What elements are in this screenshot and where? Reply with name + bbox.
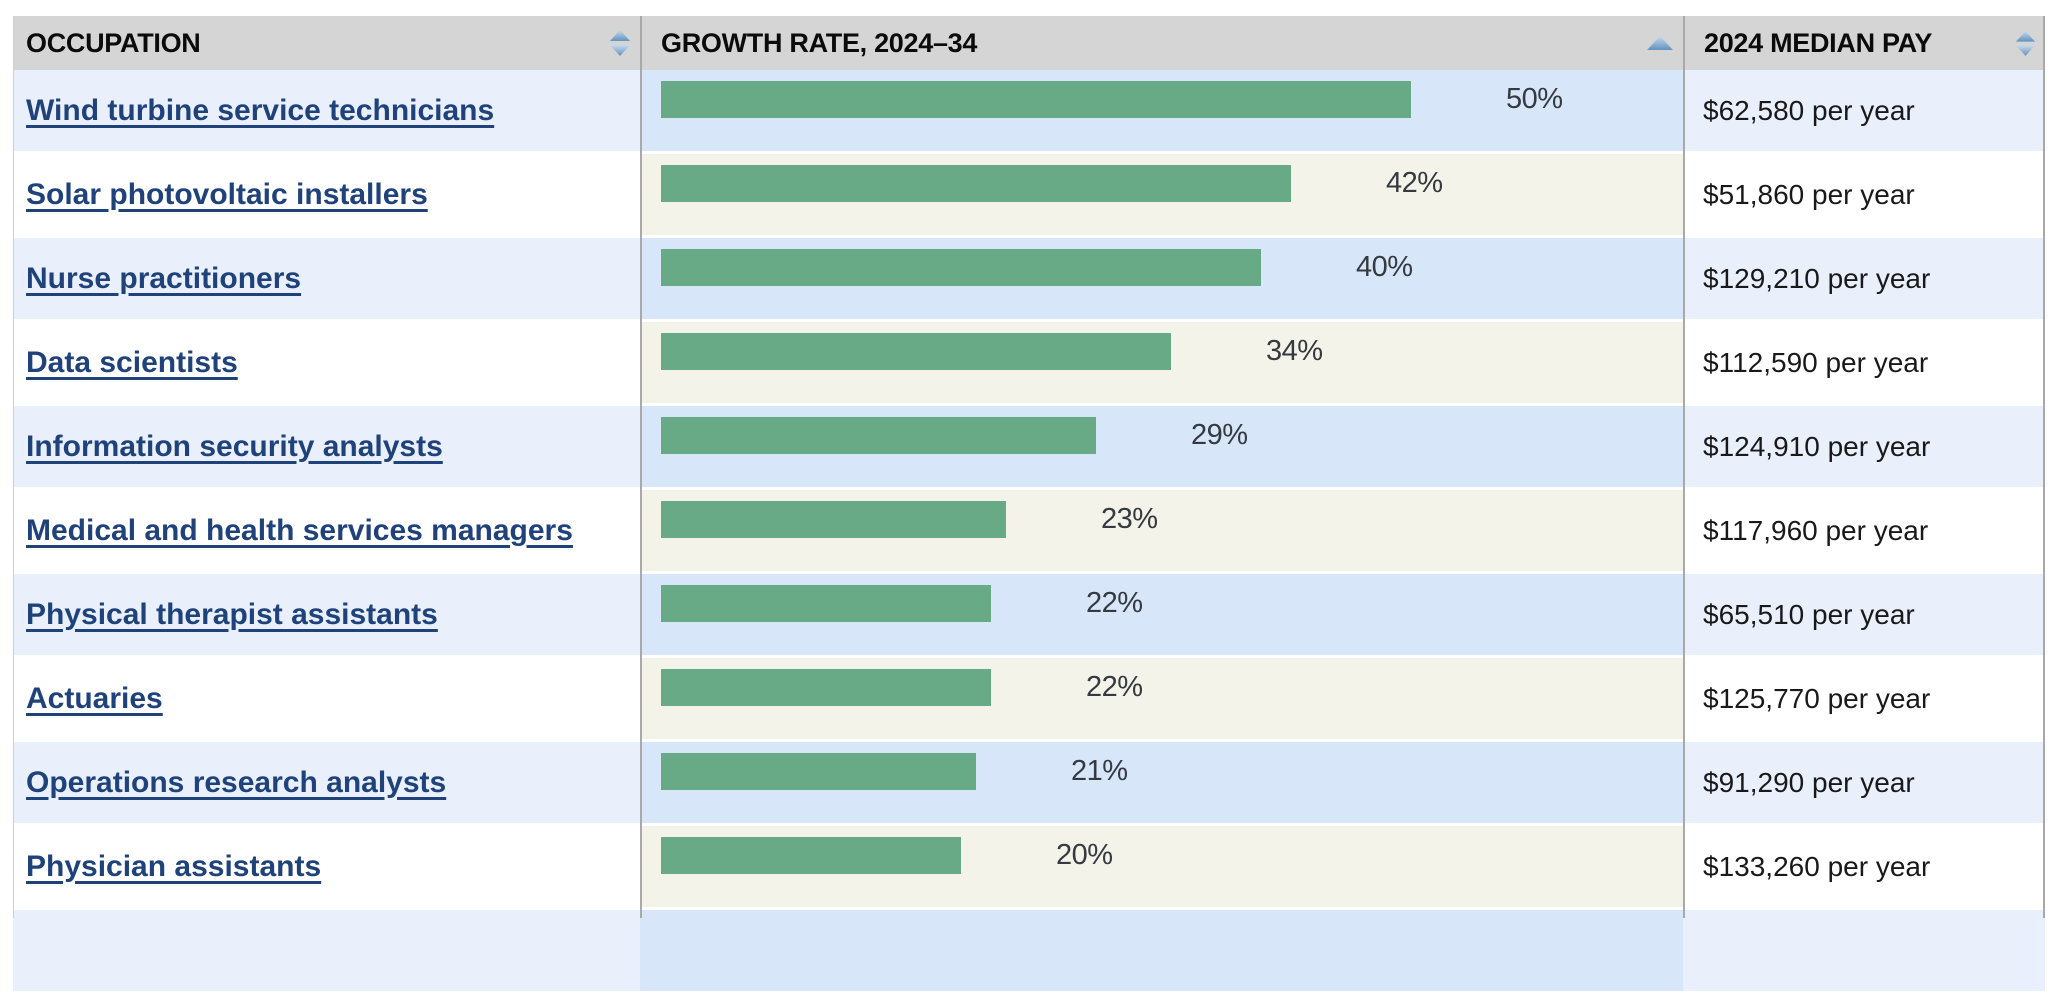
growth-bar-line: 40% (661, 249, 1413, 286)
occupation-cell: Information security analysts (13, 406, 640, 490)
growth-bar-line: 21% (661, 753, 1128, 790)
growth-bar (661, 837, 961, 874)
occupations-table: OCCUPATION GROWTH RATE, 2024–34 2024 MED… (13, 16, 2045, 994)
growth-bar (661, 501, 1006, 538)
occupation-link[interactable]: Solar photovoltaic installers (26, 177, 428, 211)
pay-value: $117,960 per year (1703, 514, 1929, 546)
growth-percent-label: 50% (1506, 83, 1563, 115)
growth-cell: 42% (640, 154, 1683, 238)
growth-cell: 40% (640, 238, 1683, 322)
occupation-cell: Solar photovoltaic installers (13, 154, 640, 238)
pay-value: $91,290 per year (1703, 766, 1915, 798)
growth-bar (661, 585, 991, 622)
growth-percent-label: 20% (1056, 839, 1113, 871)
pay-cell: $65,510 per year (1683, 574, 2045, 658)
pay-cell: $133,260 per year (1683, 826, 2045, 910)
occupation-cell: Medical and health services managers (13, 490, 640, 574)
occupation-cell: Actuaries (13, 658, 640, 742)
sort-ascending-icon (1646, 35, 1674, 51)
table-body: OCCUPATION GROWTH RATE, 2024–34 2024 MED… (13, 16, 2045, 994)
growth-bar-line: 20% (661, 837, 1113, 874)
growth-cell: 34% (640, 322, 1683, 406)
growth-bar-line: 42% (661, 165, 1443, 202)
pay-cell: $117,960 per year (1683, 490, 2045, 574)
growth-percent-label: 21% (1071, 755, 1128, 787)
table-right-border (2043, 16, 2045, 918)
growth-bar-line: 50% (661, 81, 1563, 118)
pay-cell-partial (1683, 910, 2045, 994)
sort-both-icon (609, 29, 631, 57)
pay-value: $133,260 per year (1703, 850, 1931, 882)
growth-bar (661, 417, 1096, 454)
occupation-link[interactable]: Operations research analysts (26, 765, 447, 799)
occupation-cell: Physical therapist assistants (13, 574, 640, 658)
pay-cell: $112,590 per year (1683, 322, 2045, 406)
column-header-growth-rate[interactable]: GROWTH RATE, 2024–34 (640, 16, 1683, 70)
occupation-link[interactable]: Data scientists (26, 345, 238, 379)
occupation-cell: Operations research analysts (13, 742, 640, 826)
growth-cell-partial (640, 910, 1683, 994)
growth-bar (661, 249, 1261, 286)
growth-bar (661, 165, 1291, 202)
occupation-cell: Nurse practitioners (13, 238, 640, 322)
occupation-link[interactable]: Information security analysts (26, 429, 443, 463)
pay-value: $125,770 per year (1703, 682, 1931, 714)
growth-bar-line: 29% (661, 417, 1248, 454)
pay-value: $129,210 per year (1703, 262, 1931, 294)
growth-bar (661, 81, 1411, 118)
column-header-median-pay-label: 2024 MEDIAN PAY (1704, 27, 1933, 58)
occupation-link[interactable]: Actuaries (26, 681, 163, 715)
occupation-cell: Data scientists (13, 322, 640, 406)
occupation-link[interactable]: Nurse practitioners (26, 261, 302, 295)
growth-bar-line: 22% (661, 669, 1143, 706)
occupation-cell: Physician assistants (13, 826, 640, 910)
growth-bar (661, 753, 976, 790)
table-left-border (13, 16, 14, 918)
growth-cell: 21% (640, 742, 1683, 826)
pay-value: $62,580 per year (1703, 94, 1915, 126)
pay-cell: $91,290 per year (1683, 742, 2045, 826)
pay-value: $112,590 per year (1703, 346, 1929, 378)
occupation-link[interactable]: Physician assistants (26, 849, 322, 883)
pay-cell: $62,580 per year (1683, 70, 2045, 154)
column-header-median-pay[interactable]: 2024 MEDIAN PAY (1683, 16, 2045, 70)
growth-cell: 29% (640, 406, 1683, 490)
growth-percent-label: 23% (1101, 503, 1158, 535)
pay-value: $124,910 per year (1703, 430, 1931, 462)
growth-percent-label: 22% (1086, 587, 1143, 619)
sort-both-icon (2015, 30, 2036, 57)
growth-cell: 23% (640, 490, 1683, 574)
growth-bar-line: 22% (661, 585, 1143, 622)
pay-cell: $125,770 per year (1683, 658, 2045, 742)
column-header-occupation[interactable]: OCCUPATION (13, 16, 640, 70)
occupation-cell: Wind turbine service technicians (13, 70, 640, 154)
column-divider (640, 16, 642, 918)
pay-cell: $129,210 per year (1683, 238, 2045, 322)
column-header-growth-rate-label: GROWTH RATE, 2024–34 (661, 27, 978, 58)
pay-cell: $124,910 per year (1683, 406, 2045, 490)
occupation-link[interactable]: Medical and health services managers (26, 513, 573, 547)
growth-percent-label: 40% (1356, 251, 1413, 283)
growth-bar-line: 34% (661, 333, 1323, 370)
occupation-cell-partial (13, 910, 640, 994)
column-divider (1683, 16, 1685, 918)
growth-cell: 22% (640, 574, 1683, 658)
growth-bar (661, 669, 991, 706)
growth-percent-label: 29% (1191, 419, 1248, 451)
growth-bar-line: 23% (661, 501, 1158, 538)
growth-percent-label: 42% (1386, 167, 1443, 199)
pay-value: $65,510 per year (1703, 598, 1915, 630)
growth-percent-label: 34% (1266, 335, 1323, 367)
occupation-link[interactable]: Wind turbine service technicians (26, 93, 495, 127)
growth-bar (661, 333, 1171, 370)
pay-cell: $51,860 per year (1683, 154, 2045, 238)
growth-cell: 22% (640, 658, 1683, 742)
growth-cell: 50% (640, 70, 1683, 154)
pay-value: $51,860 per year (1703, 178, 1915, 210)
growth-percent-label: 22% (1086, 671, 1143, 703)
growth-cell: 20% (640, 826, 1683, 910)
occupation-link[interactable]: Physical therapist assistants (26, 597, 438, 631)
column-header-occupation-label: OCCUPATION (26, 27, 201, 58)
